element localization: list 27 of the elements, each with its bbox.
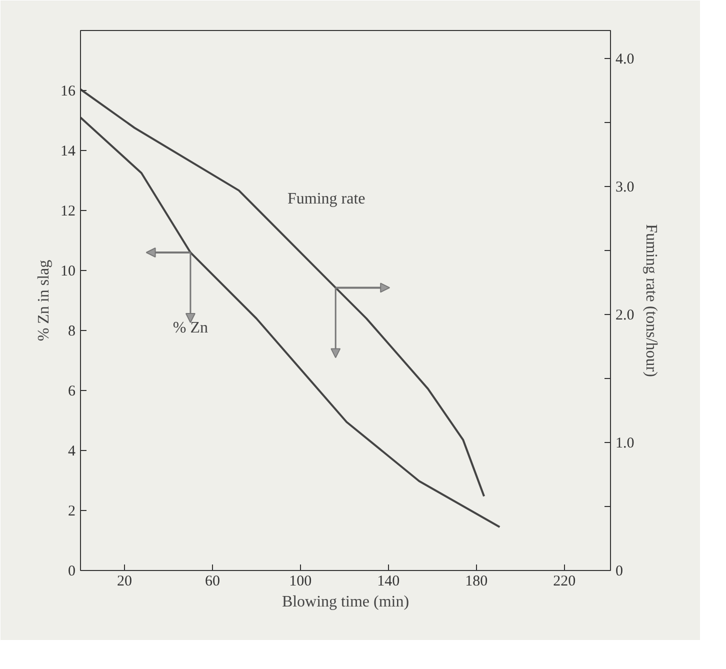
x-axis-title: Blowing time (min) (282, 594, 410, 610)
x-tick-label: 140 (377, 574, 400, 590)
y-tick-label: 16 (60, 84, 76, 100)
x-tick-label: 220 (553, 574, 576, 590)
x-tick-label: 60 (204, 574, 220, 590)
series-label: Fuming rate (288, 190, 366, 208)
y2-tick-label: 4.0 (616, 52, 634, 68)
y-tick-label: 10 (60, 264, 76, 280)
line-series (80, 88, 486, 498)
line-series (80, 116, 501, 528)
y-tick-label: 8 (68, 324, 76, 340)
y-tick-label: 6 (68, 384, 76, 400)
y2-tick-label: 3.0 (616, 180, 634, 196)
y-tick-label: 4 (68, 444, 76, 460)
x-tick-label: 100 (289, 574, 312, 590)
y-axis-title: % Zn in slag (36, 260, 52, 342)
x-tick-label: 180 (465, 574, 488, 590)
y-tick-label: 2 (68, 504, 76, 520)
x-tick-label: 20 (116, 574, 132, 590)
y2-tick-label: 2.0 (616, 308, 634, 324)
y-tick-label: 0 (68, 564, 76, 580)
y-tick-label: 14 (60, 144, 76, 160)
y2-tick-label: 1.0 (616, 436, 634, 452)
y2-tick-label: 0 (616, 564, 623, 580)
y2-axis-title: Fuming rate (tons/hour) (642, 224, 660, 377)
text: % Zn (172, 320, 208, 336)
y-tick-label: 12 (60, 204, 76, 220)
